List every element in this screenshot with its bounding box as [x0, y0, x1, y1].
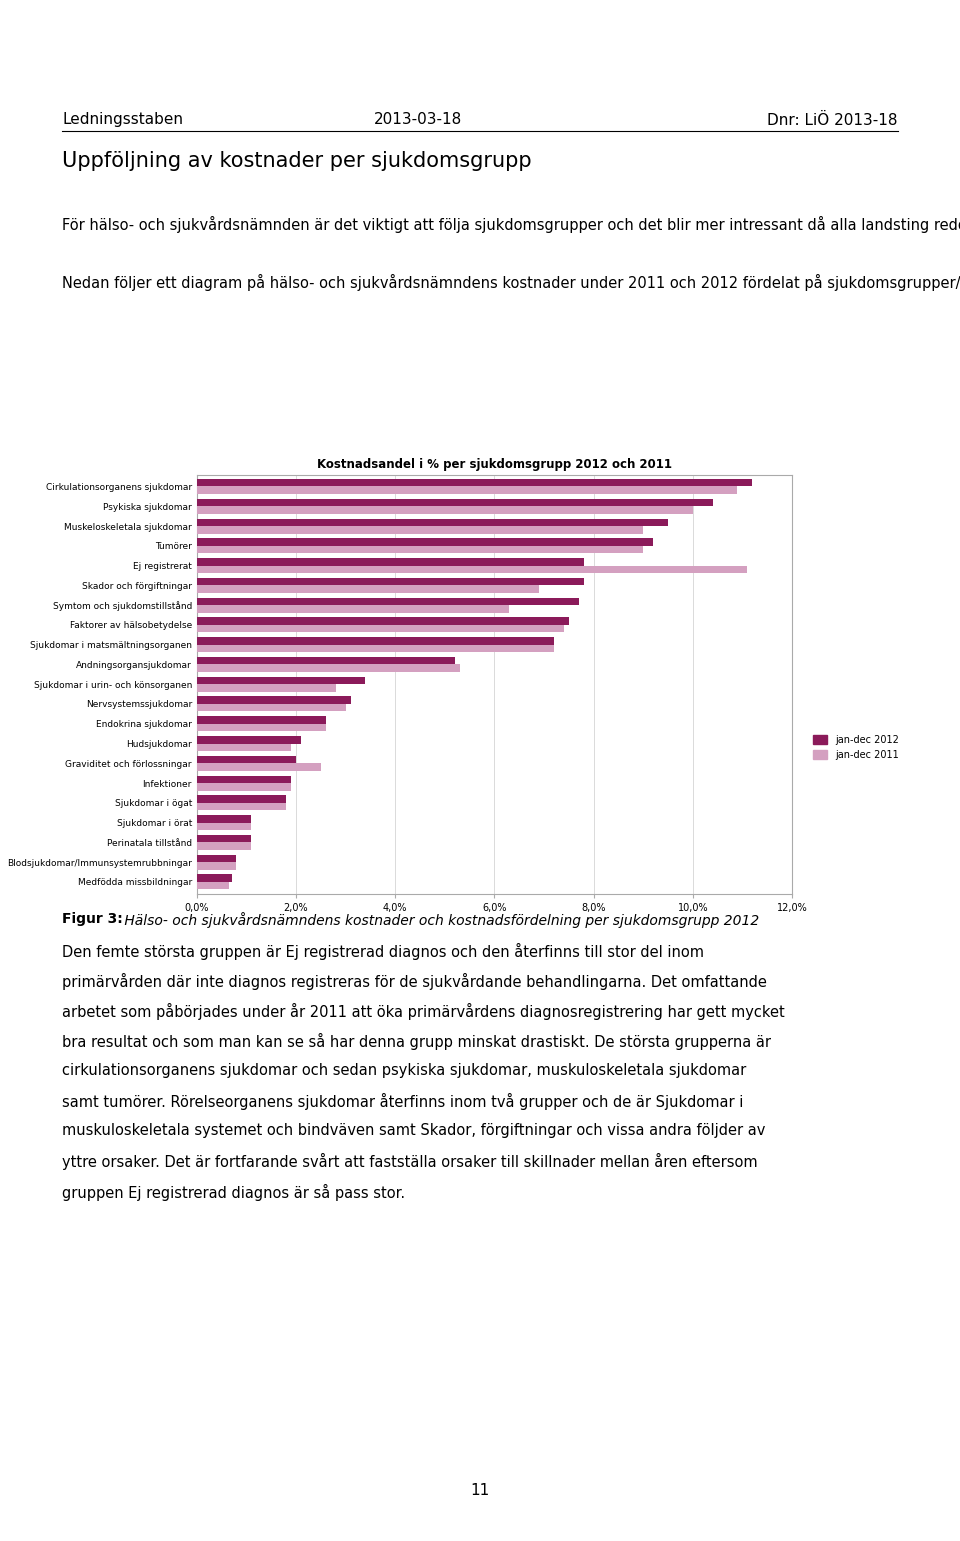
- Text: 11: 11: [470, 1482, 490, 1498]
- Bar: [197, 525, 643, 533]
- Text: Figur 3:: Figur 3:: [62, 912, 123, 926]
- Text: arbetet som påbörjades under år 2011 att öka primärvårdens diagnosregistrering h: arbetet som påbörjades under år 2011 att…: [62, 1003, 785, 1020]
- Bar: [197, 704, 346, 712]
- Text: Nedan följer ett diagram på hälso- och sjukvårdsnämndens kostnader under 2011 oc: Nedan följer ett diagram på hälso- och s…: [62, 274, 960, 291]
- Bar: [197, 507, 693, 513]
- Bar: [197, 737, 301, 743]
- Bar: [197, 636, 554, 644]
- Bar: [197, 724, 325, 732]
- Bar: [197, 843, 252, 851]
- Text: För hälso- och sjukvårdsnämnden är det viktigt att följa sjukdomsgrupper och det: För hälso- och sjukvårdsnämnden är det v…: [62, 216, 960, 233]
- Bar: [197, 717, 325, 724]
- Bar: [197, 487, 737, 495]
- Bar: [197, 755, 296, 763]
- Bar: [197, 874, 231, 881]
- Bar: [197, 783, 291, 791]
- Bar: [197, 664, 460, 672]
- Bar: [197, 644, 554, 652]
- Text: Den femte största gruppen är Ej registrerad diagnos och den återfinns till stor : Den femte största gruppen är Ej registre…: [62, 943, 705, 960]
- Bar: [197, 676, 366, 684]
- Bar: [197, 795, 286, 803]
- Bar: [197, 823, 252, 831]
- Text: primärvården där inte diagnos registreras för de sjukvårdande behandlingarna. De: primärvården där inte diagnos registrera…: [62, 974, 767, 991]
- Text: yttre orsaker. Det är fortfarande svårt att fastställa orsaker till skillnader m: yttre orsaker. Det är fortfarande svårt …: [62, 1153, 758, 1171]
- Bar: [197, 855, 236, 861]
- Bar: [197, 558, 584, 566]
- Text: Dnr: LiÖ 2013-18: Dnr: LiÖ 2013-18: [767, 112, 898, 128]
- Bar: [197, 518, 668, 525]
- Text: Hälso- och sjukvårdsnämndens kostnader och kostnadsfördelning per sjukdomsgrupp : Hälso- och sjukvårdsnämndens kostnader o…: [120, 912, 759, 928]
- Text: cirkulationsorganens sjukdomar och sedan psykiska sjukdomar, muskuloskeletala sj: cirkulationsorganens sjukdomar och sedan…: [62, 1063, 747, 1079]
- Text: gruppen Ej registrerad diagnos är så pass stor.: gruppen Ej registrerad diagnos är så pas…: [62, 1183, 405, 1200]
- Text: muskuloskeletala systemet och bindväven samt Skador, förgiftningar och vissa and: muskuloskeletala systemet och bindväven …: [62, 1123, 766, 1139]
- Legend: jan-dec 2012, jan-dec 2011: jan-dec 2012, jan-dec 2011: [808, 730, 902, 763]
- Bar: [197, 775, 291, 783]
- Bar: [197, 479, 753, 487]
- Text: samt tumörer. Rörelseorganens sjukdomar återfinns inom två grupper och de är Sju: samt tumörer. Rörelseorganens sjukdomar …: [62, 1094, 744, 1111]
- Text: Ledningsstaben: Ledningsstaben: [62, 112, 183, 128]
- Bar: [197, 763, 321, 770]
- Bar: [197, 815, 252, 823]
- Bar: [197, 538, 653, 546]
- Text: bra resultat och som man kan se så har denna grupp minskat drastiskt. De största: bra resultat och som man kan se så har d…: [62, 1034, 772, 1051]
- Bar: [197, 546, 643, 553]
- Text: Uppföljning av kostnader per sjukdomsgrupp: Uppföljning av kostnader per sjukdomsgru…: [62, 151, 532, 171]
- Title: Kostnadsandel i % per sjukdomsgrupp 2012 och 2011: Kostnadsandel i % per sjukdomsgrupp 2012…: [317, 458, 672, 470]
- Bar: [197, 803, 286, 811]
- Bar: [197, 566, 747, 573]
- Bar: [197, 578, 584, 586]
- Bar: [197, 656, 455, 664]
- Text: 2013-03-18: 2013-03-18: [373, 112, 462, 128]
- Bar: [197, 881, 229, 889]
- Bar: [197, 835, 252, 843]
- Bar: [197, 861, 236, 869]
- Bar: [197, 743, 291, 750]
- Bar: [197, 606, 509, 613]
- Bar: [197, 626, 564, 632]
- Bar: [197, 697, 350, 704]
- Bar: [197, 684, 336, 692]
- Bar: [197, 499, 712, 507]
- Bar: [197, 598, 579, 606]
- Bar: [197, 586, 540, 593]
- Bar: [197, 618, 568, 626]
